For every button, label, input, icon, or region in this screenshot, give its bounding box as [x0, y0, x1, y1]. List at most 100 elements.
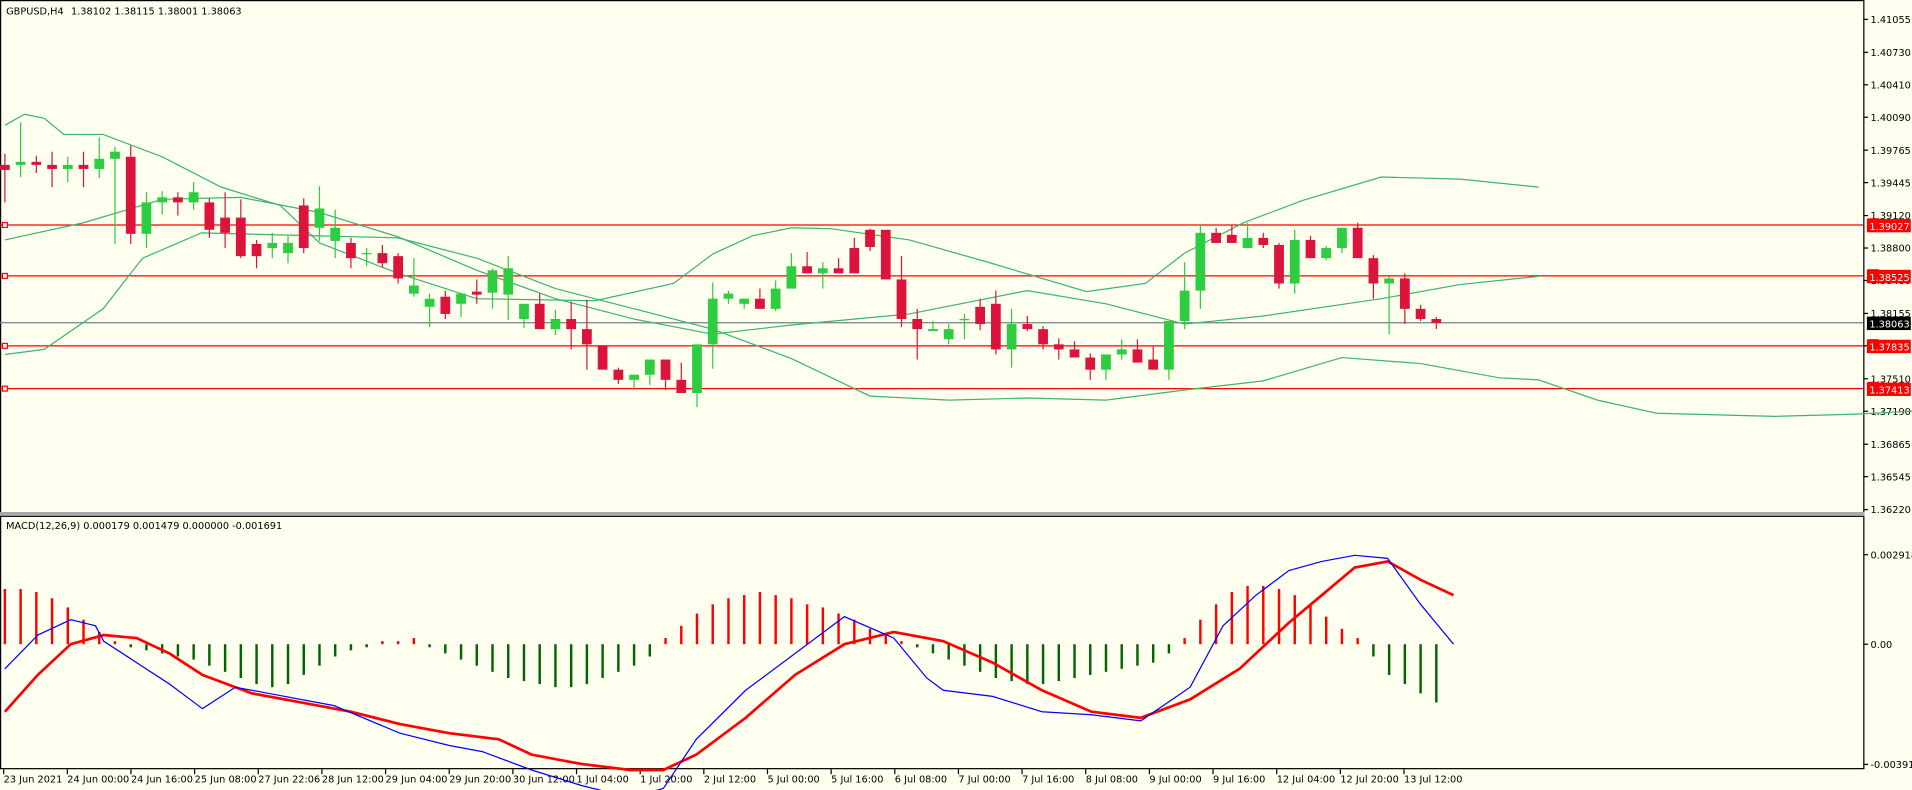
candle-body — [1038, 329, 1048, 345]
horizontal-line-handle[interactable] — [1, 221, 8, 229]
candle-body — [959, 318, 970, 321]
price-axis-label: 1.39765 — [1871, 146, 1911, 157]
bollinger-middle-band — [4, 196, 1539, 335]
time-axis-label: 2 Jul 12:00 — [704, 775, 756, 786]
horizontal-line-handle[interactable] — [1, 385, 8, 392]
macd-axis-label: 0.00 — [1871, 640, 1893, 651]
candle-body — [739, 298, 750, 304]
candle-body — [849, 248, 860, 274]
candle-body — [235, 217, 246, 257]
candle-body — [267, 242, 278, 249]
macd-main-line — [3, 560, 1455, 772]
time-axis-label: 12 Jul 04:00 — [1277, 775, 1335, 786]
time-axis-label: 5 Jul 00:00 — [767, 775, 819, 786]
candle-body — [283, 242, 293, 254]
candle-body — [1148, 359, 1159, 370]
candle-body — [1305, 239, 1316, 259]
candle-body — [1368, 258, 1379, 284]
price-axis-label: 1.40090 — [1871, 113, 1911, 124]
horizontal-line-handle[interactable] — [1, 272, 8, 279]
candle-body — [1337, 227, 1347, 249]
candle-body — [755, 298, 765, 309]
macd-axis-label: -0.003917 — [1871, 760, 1912, 771]
candle-body — [928, 329, 938, 332]
candle-body — [975, 306, 986, 325]
candle-body — [31, 161, 42, 165]
candle-body — [880, 229, 891, 280]
horizontal-line-handle[interactable] — [1, 342, 8, 349]
time-axis-label: 27 Jun 22:06 — [258, 775, 320, 786]
candle-body — [1101, 354, 1111, 370]
candle-body — [833, 268, 844, 274]
candle-body — [62, 164, 73, 169]
time-axis-label: 8 Jul 08:00 — [1086, 775, 1138, 786]
price-axis-label: 1.39120 — [1871, 211, 1911, 222]
candle-body — [770, 288, 781, 309]
time-axis-label: 7 Jul 16:00 — [1022, 775, 1074, 786]
candle-body — [597, 345, 608, 370]
candle-body — [314, 208, 325, 228]
candle-body — [1384, 278, 1395, 284]
candle-body — [692, 344, 702, 394]
price-axis-label: 1.36220 — [1871, 505, 1911, 516]
svg-text:GBPUSD,H41.38102 1.38115 1.380: GBPUSD,H4 1.38102 1.38115 1.38001 1.38063 — [6, 7, 242, 18]
time-axis-label: 30 Jun 12:00 — [513, 775, 575, 786]
candle-body — [519, 303, 529, 319]
price-axis-label: 1.38800 — [1871, 244, 1911, 255]
price-axis-label: 1.38155 — [1871, 309, 1911, 320]
candle-body — [534, 303, 545, 330]
price-label: 1.39027 — [1869, 222, 1909, 233]
time-axis-label: 7 Jul 00:00 — [958, 775, 1010, 786]
candle-body — [1132, 349, 1143, 363]
candle-body — [1399, 278, 1410, 309]
candle-body — [865, 229, 875, 248]
candle-body — [1164, 321, 1174, 370]
candle-body — [141, 202, 152, 234]
candle-body — [251, 243, 262, 257]
time-axis-label: 24 Jun 16:00 — [131, 775, 193, 786]
price-axis-label: 1.39445 — [1871, 178, 1911, 189]
candle-body — [1006, 324, 1017, 350]
price-label-bg — [1866, 339, 1911, 354]
price-label: 1.38525 — [1869, 273, 1909, 284]
candle-body — [1022, 324, 1033, 330]
candle-body — [204, 202, 215, 230]
candle-body — [896, 279, 907, 319]
candle-body — [78, 164, 89, 169]
candle-body — [660, 359, 671, 380]
time-axis-label: 23 Jun 2021 — [4, 775, 63, 786]
candle-body — [1053, 344, 1064, 350]
candle-body — [487, 270, 498, 293]
time-axis-label: 9 Jul 16:00 — [1213, 775, 1265, 786]
time-axis-label: 24 Jun 00:00 — [67, 775, 129, 786]
bollinger-upper-band — [4, 113, 1539, 302]
candle-body — [644, 359, 655, 375]
candle-body — [1116, 349, 1127, 355]
time-axis-label: 5 Jul 16:00 — [831, 775, 883, 786]
candle-body — [440, 296, 451, 314]
candle-body — [629, 374, 639, 380]
candle-body — [1069, 349, 1080, 358]
candle-body — [346, 242, 356, 259]
time-axis-label: 29 Jun 04:00 — [386, 775, 448, 786]
candle-body — [676, 379, 687, 394]
candle-body — [330, 227, 341, 241]
candle-body — [188, 192, 199, 203]
time-axis-label: 6 Jul 08:00 — [895, 775, 947, 786]
time-axis-label: 1 Jul 04:00 — [577, 775, 629, 786]
candle-body — [912, 318, 923, 330]
candle-body — [298, 205, 309, 249]
time-axis-label: 25 Jun 08:00 — [195, 775, 257, 786]
candle-body — [110, 151, 120, 159]
time-axis-label: 9 Jul 00:00 — [1149, 775, 1201, 786]
candle-body — [471, 291, 482, 295]
candle-body — [582, 329, 592, 345]
symbol-label: GBPUSD,H4 — [6, 7, 64, 18]
candle-body — [125, 156, 136, 234]
price-axis-label: 1.36545 — [1871, 472, 1911, 483]
macd-title: MACD(12,26,9) 0.000179 0.001479 0.000000… — [6, 521, 282, 532]
price-axis-label: 1.40730 — [1871, 48, 1911, 59]
price-axis-label: 1.40410 — [1871, 80, 1911, 91]
candle-body — [1431, 318, 1442, 324]
